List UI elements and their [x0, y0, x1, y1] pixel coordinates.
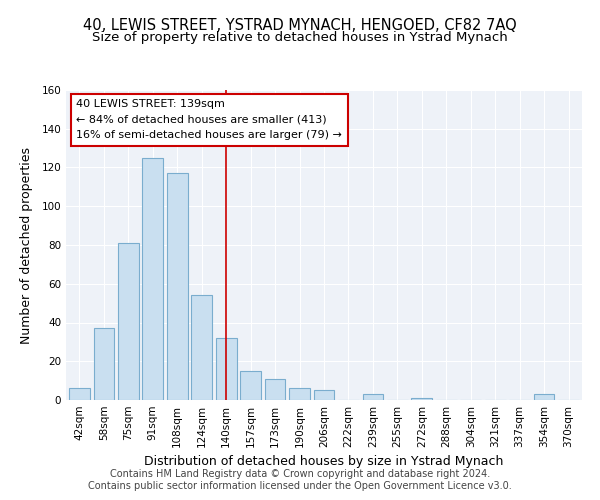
Text: Contains public sector information licensed under the Open Government Licence v3: Contains public sector information licen…	[88, 481, 512, 491]
Bar	[265, 378, 286, 400]
Text: Size of property relative to detached houses in Ystrad Mynach: Size of property relative to detached ho…	[92, 31, 508, 44]
Bar	[314, 390, 334, 400]
Bar	[142, 158, 163, 400]
Bar	[191, 296, 212, 400]
Bar	[534, 394, 554, 400]
Bar	[118, 243, 139, 400]
Bar	[216, 338, 236, 400]
Bar	[240, 371, 261, 400]
Bar	[94, 328, 114, 400]
Text: 40 LEWIS STREET: 139sqm
← 84% of detached houses are smaller (413)
16% of semi-d: 40 LEWIS STREET: 139sqm ← 84% of detache…	[76, 100, 342, 140]
Bar	[412, 398, 432, 400]
Text: 40, LEWIS STREET, YSTRAD MYNACH, HENGOED, CF82 7AQ: 40, LEWIS STREET, YSTRAD MYNACH, HENGOED…	[83, 18, 517, 32]
Text: Contains HM Land Registry data © Crown copyright and database right 2024.: Contains HM Land Registry data © Crown c…	[110, 469, 490, 479]
Y-axis label: Number of detached properties: Number of detached properties	[20, 146, 33, 344]
Bar	[289, 388, 310, 400]
X-axis label: Distribution of detached houses by size in Ystrad Mynach: Distribution of detached houses by size …	[145, 456, 503, 468]
Bar	[69, 388, 90, 400]
Bar	[167, 174, 188, 400]
Bar	[362, 394, 383, 400]
